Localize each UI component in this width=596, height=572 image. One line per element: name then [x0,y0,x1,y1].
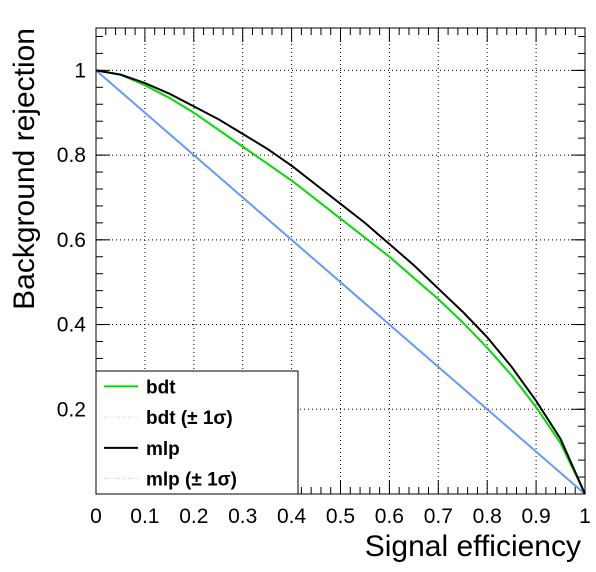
y-tick-label: 0.8 [57,144,86,167]
x-tick-label: 0.6 [375,505,404,528]
y-tick-label: 0.2 [57,398,86,421]
legend-entry-label: bdt (± 1σ) [146,408,233,429]
y-tick-label: 1 [74,59,86,82]
x-tick-label: 0.4 [277,505,307,528]
x-tick-label: 0.1 [130,505,159,528]
x-tick-label: 0.5 [326,505,355,528]
y-axis-label: Background rejection [8,28,41,310]
legend-box [95,370,299,495]
y-tick-label: 0.4 [57,314,87,337]
x-tick-label: 0.3 [228,505,257,528]
legend-entry-label: mlp (± 1σ) [146,470,237,491]
legend: bdt bdt (± 1σ) mlp mlp (± 1σ) [95,370,299,495]
tick-labels: 0 0.1 0.2 0.3 0.4 0.5 0.6 0.7 0.8 0.9 1 0.2 0.4 0.6 0.… [57,59,591,528]
y-tick-label: 0.6 [57,229,86,252]
series-line-mlp [95,69,586,495]
x-axis-label: Signal efficiency [365,530,581,563]
series-line-bdt [95,69,586,495]
legend-entry-label: bdt [146,377,176,398]
x-tick-label: 0 [90,505,102,528]
x-tick-label: 0.9 [521,505,550,528]
x-tick-label: 0.2 [179,505,208,528]
x-tick-label: 1 [579,505,591,528]
series-group [95,69,586,495]
legend-entry-label: mlp [146,439,180,460]
x-tick-label: 0.8 [473,505,502,528]
series-line-diagonal [95,69,586,495]
x-tick-label: 0.7 [424,505,453,528]
